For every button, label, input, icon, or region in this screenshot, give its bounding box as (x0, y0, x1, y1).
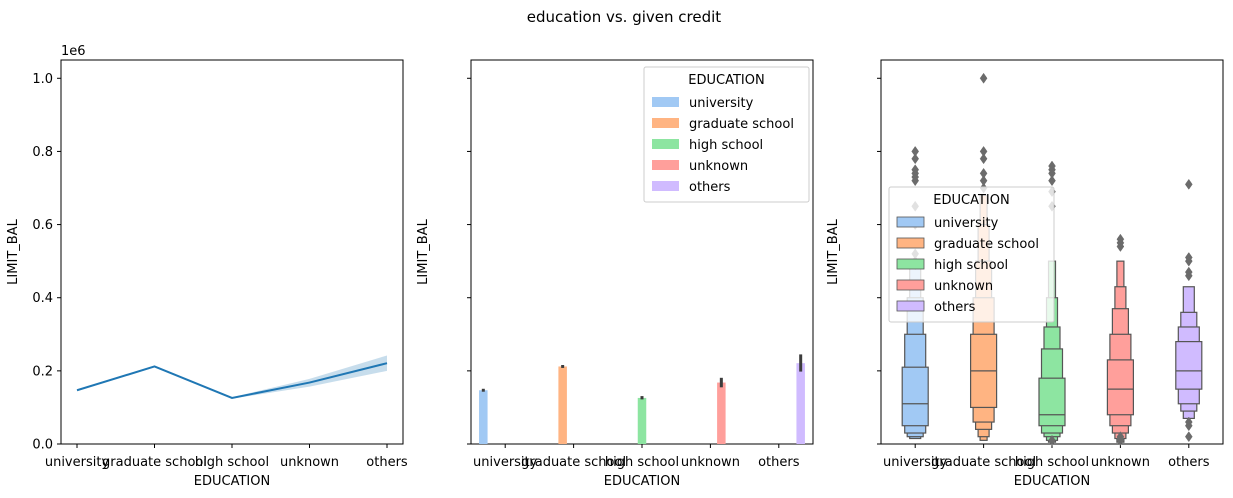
outlier-marker (979, 153, 988, 165)
x-axis-label: EDUCATION (604, 474, 680, 489)
legend-swatch (652, 160, 679, 170)
outlier-marker (1116, 233, 1125, 245)
boxen-box (1175, 341, 1203, 390)
legend-label: unknown (689, 159, 748, 174)
y-offset-label: 1e6 (61, 44, 86, 59)
x-axis-label: EDUCATION (194, 474, 270, 489)
boxen-box (901, 366, 929, 427)
x-tick-label: high school (195, 455, 269, 470)
x-tick-label: university (883, 455, 948, 470)
x-tick-label: unknown (1091, 455, 1150, 470)
x-tick-label: high school (1015, 455, 1089, 470)
legend-label: others (689, 180, 731, 195)
figure-title: education vs. given credit (527, 8, 721, 26)
x-tick-label: unknown (681, 455, 740, 470)
legend-label: university (934, 216, 999, 231)
x-tick-label: university (45, 455, 110, 470)
y-tick-label: 0.8 (32, 145, 53, 160)
legend-label: unknown (934, 279, 993, 294)
outlier-marker (1048, 160, 1056, 172)
confidence-band (77, 355, 387, 399)
bar (558, 366, 567, 444)
legend-swatch (896, 258, 925, 270)
legend-title: EDUCATION (688, 73, 764, 88)
legend-title: EDUCATION (933, 193, 1009, 208)
legend-label: graduate school (934, 237, 1039, 252)
outlier-marker (911, 145, 920, 157)
y-axis-label: LIMIT_BAL (826, 218, 841, 284)
bar (479, 390, 488, 444)
y-tick-label: 0.6 (32, 218, 53, 233)
bar (637, 397, 647, 444)
legend-swatch (652, 139, 679, 149)
outlier-marker (1184, 252, 1193, 263)
legend-swatch (896, 216, 925, 228)
x-tick-label: others (1168, 455, 1210, 470)
bar (717, 382, 726, 444)
series-line (76, 362, 388, 399)
x-tick-label: graduate school (521, 455, 626, 470)
outlier-marker (1184, 431, 1193, 443)
x-tick-label: others (366, 455, 408, 470)
y-tick-label: 1.0 (32, 72, 53, 87)
legend-swatch (896, 237, 925, 249)
legend-label: others (934, 300, 976, 315)
x-axis-label: EDUCATION (1014, 474, 1090, 489)
y-tick-label: 0.0 (32, 438, 53, 453)
bar (796, 363, 805, 444)
x-tick-label: graduate school (931, 455, 1036, 470)
legend-swatch (896, 300, 925, 312)
outlier-marker (979, 72, 988, 84)
outlier-marker (979, 167, 988, 179)
y-tick-label: 0.4 (32, 291, 53, 306)
outlier-marker (1184, 178, 1193, 190)
outlier-marker (1184, 266, 1193, 278)
legend-swatch (896, 279, 925, 291)
y-axis-label: LIMIT_BAL (416, 218, 431, 284)
outlier-marker (979, 145, 988, 157)
legend-box (643, 66, 810, 203)
boxen-box (1038, 377, 1066, 427)
x-tick-label: others (758, 455, 800, 470)
legend-swatch (652, 118, 679, 128)
x-tick-label: unknown (280, 455, 339, 470)
x-tick-label: graduate school (102, 455, 207, 470)
y-tick-label: 0.2 (32, 364, 53, 379)
outlier-marker (1116, 431, 1125, 443)
outlier-marker (1048, 175, 1056, 187)
legend-label: high school (934, 258, 1008, 273)
outlier-marker (911, 164, 920, 176)
y-axis-label: LIMIT_BAL (6, 218, 21, 284)
legend-label: high school (689, 138, 763, 153)
legend-box (888, 186, 1055, 323)
outlier-marker (1048, 434, 1056, 446)
legend-swatch (652, 97, 679, 107)
x-tick-label: high school (605, 455, 679, 470)
x-tick-label: university (473, 455, 538, 470)
outlier-marker (1184, 416, 1193, 428)
legend-label: university (689, 96, 754, 111)
boxen-box (1106, 359, 1135, 416)
legend-label: graduate school (689, 117, 794, 132)
axes-frame (60, 59, 404, 445)
legend-swatch (652, 181, 679, 191)
outlier-marker (911, 153, 920, 165)
outlier-marker (979, 175, 988, 187)
